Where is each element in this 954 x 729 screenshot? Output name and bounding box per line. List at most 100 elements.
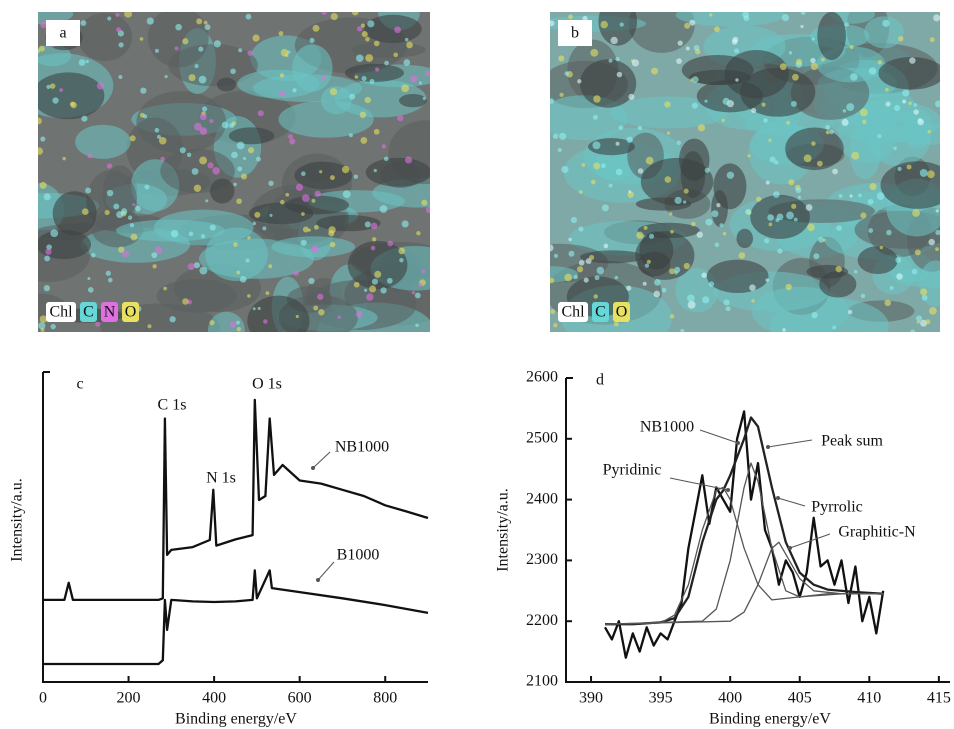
sem-dot: [198, 46, 203, 51]
sem-dot: [406, 42, 413, 49]
sem-dot: [222, 122, 229, 129]
sem-dot: [200, 127, 208, 135]
sem-dot: [920, 288, 927, 295]
sem-dot: [384, 157, 389, 162]
sem-dot: [632, 59, 639, 66]
sem-dot: [877, 134, 881, 138]
sem-dot: [118, 75, 122, 79]
sem-dot: [593, 294, 597, 298]
sem-dot: [205, 24, 211, 30]
sem-dot: [893, 147, 896, 150]
sem-dot: [252, 222, 256, 226]
sem-dot: [280, 73, 284, 77]
sem-dot: [609, 184, 613, 188]
sem-dot: [394, 26, 401, 33]
sem-dot: [782, 328, 786, 332]
sem-dot: [770, 156, 776, 162]
sem-dot: [380, 205, 388, 213]
sem-dot: [360, 137, 367, 144]
sem-dot: [356, 54, 364, 62]
sem-dot: [256, 157, 261, 162]
sem-dot: [367, 20, 374, 27]
sem-dot: [885, 88, 889, 92]
sem-dot: [416, 231, 420, 235]
sem-dot: [107, 16, 111, 20]
sem-dot: [124, 10, 132, 18]
sem-dot: [426, 207, 433, 214]
sem-dot: [365, 54, 373, 62]
sem-dot: [199, 76, 207, 84]
sem-dot: [311, 199, 315, 203]
sem-dot: [843, 109, 847, 113]
sem-dot: [143, 114, 147, 118]
sem-dot: [199, 157, 207, 165]
sem-dot: [858, 194, 862, 198]
sem-dot: [182, 298, 188, 304]
sem-dot: [845, 22, 849, 26]
sem-dot: [415, 324, 419, 328]
sem-dot: [165, 75, 168, 78]
sem-dot: [692, 103, 698, 109]
sem-dot: [794, 218, 798, 222]
sem-dot: [868, 199, 874, 205]
sem-dot: [371, 223, 378, 230]
sem-dot: [210, 320, 215, 325]
sem-dot: [832, 325, 836, 329]
sem-dot: [578, 226, 583, 231]
sem-dot: [319, 170, 322, 173]
x-tick-label: 400: [718, 690, 742, 707]
y-tick-label: 2300: [526, 551, 558, 568]
sem-dot: [593, 95, 600, 102]
sem-dot: [645, 263, 649, 267]
sem-dot: [846, 103, 854, 111]
sem-dot: [252, 34, 259, 41]
sem-dot: [240, 276, 247, 283]
sem-dot: [698, 124, 705, 131]
sem-dot: [705, 168, 710, 173]
sem-dot: [81, 20, 87, 26]
sem-dot: [59, 88, 63, 92]
sem-dot: [387, 278, 393, 284]
sem-dot: [374, 169, 377, 172]
sem-dot: [50, 324, 55, 329]
sem-dot: [571, 217, 577, 223]
sem-dot: [726, 306, 731, 311]
sem-dot: [638, 168, 643, 173]
sem-dot: [422, 269, 426, 273]
sem-dot: [366, 293, 373, 300]
sem-dot: [155, 128, 160, 133]
sem-dot: [369, 285, 376, 292]
sem-dot: [44, 256, 50, 262]
sem-dot: [230, 322, 236, 328]
sem-dot: [732, 39, 738, 45]
sem-dot: [40, 22, 46, 28]
sem-dot: [813, 253, 819, 259]
sem-dot: [45, 249, 51, 255]
sem-dot: [704, 100, 707, 103]
sem-dot: [574, 275, 578, 279]
peak-label: C 1s: [158, 397, 187, 414]
sem-dot: [194, 262, 200, 268]
sem-dot: [791, 101, 797, 107]
sem-dot: [869, 183, 876, 190]
sem-dot: [254, 212, 260, 218]
series-line: [605, 542, 883, 624]
sem-dot: [209, 119, 213, 123]
sem-dot: [231, 152, 238, 159]
sem-dot: [52, 97, 58, 103]
sem-dot: [258, 110, 264, 116]
sem-dot: [654, 291, 661, 298]
sem-dot: [279, 91, 285, 97]
sem-dot: [745, 209, 751, 215]
sem-dot: [44, 285, 50, 291]
sem-pore: [858, 246, 898, 274]
sem-dot: [723, 232, 727, 236]
sem-dot: [236, 321, 240, 325]
sem-dot: [715, 243, 720, 248]
sem-dot: [365, 221, 371, 227]
sem-dot: [269, 214, 272, 217]
sem-dot: [807, 224, 814, 231]
sem-dot: [362, 31, 368, 37]
sem-dot: [626, 136, 632, 142]
